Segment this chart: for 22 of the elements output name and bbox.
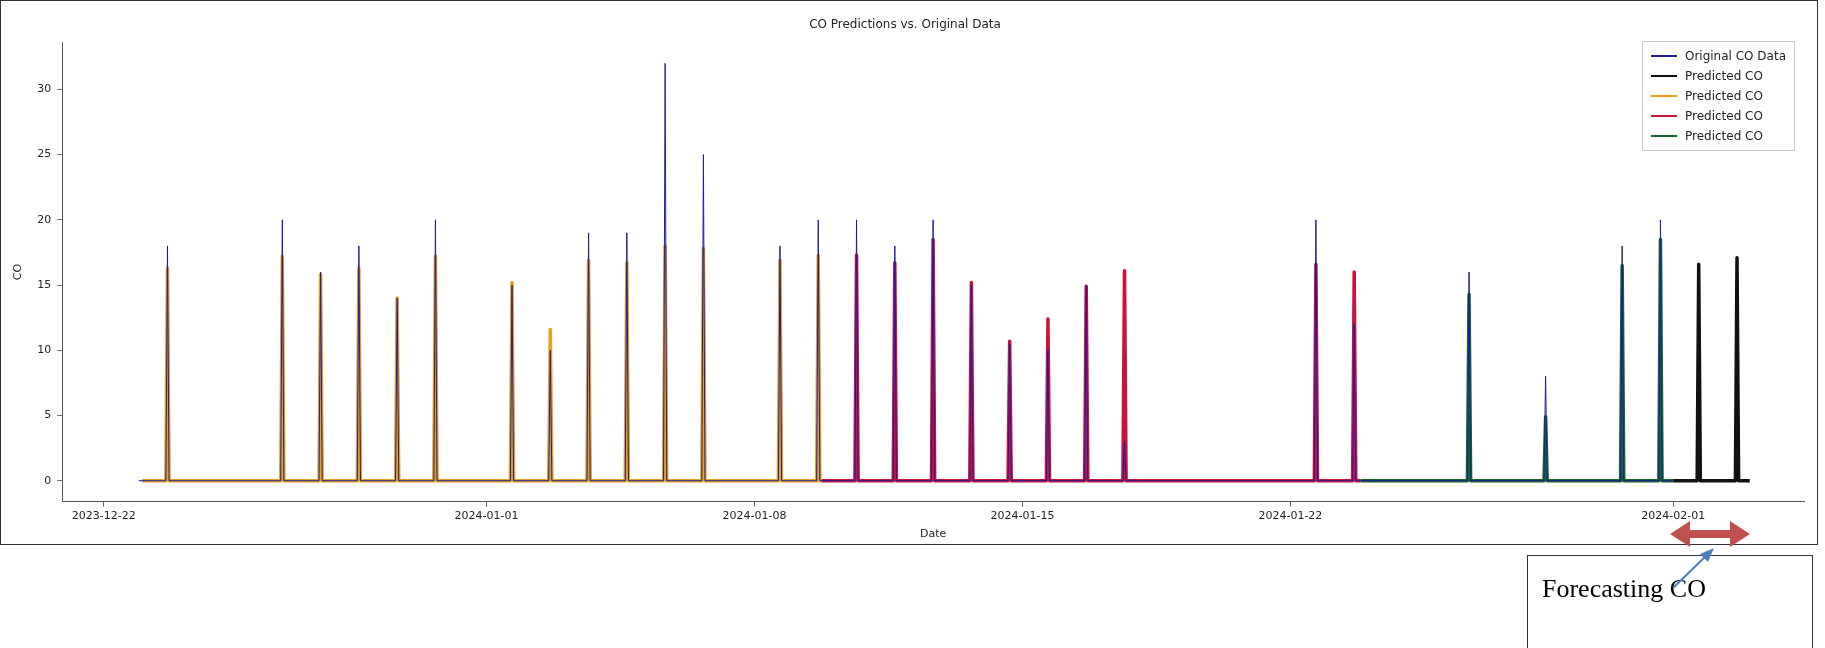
y-tick-label: 15	[37, 277, 52, 291]
y-tick-label: 10	[37, 343, 52, 357]
legend-label: Predicted CO	[1684, 129, 1763, 143]
x-tick-label: 2024-01-01	[454, 509, 519, 523]
x-tick-label: 2024-01-08	[722, 509, 787, 523]
text: Forecasting CO	[1542, 574, 1707, 604]
legend-label: Predicted CO	[1684, 69, 1763, 83]
x-tick-label: 2024-01-15	[990, 509, 1055, 523]
x-tick-label: 2023-12-22	[71, 509, 136, 523]
y-axis-title: CO	[11, 263, 25, 281]
legend-label: Original CO Data	[1684, 49, 1786, 63]
x-tick-label: 2024-02-01	[1641, 509, 1706, 523]
legend-label: Predicted CO	[1684, 109, 1763, 123]
y-tick-label: 20	[37, 212, 52, 226]
x-tick-label: 2024-01-22	[1258, 509, 1323, 523]
x-axis-title: Date	[919, 527, 947, 541]
legend-label: Predicted CO	[1684, 89, 1763, 103]
y-tick-label: 25	[37, 147, 52, 161]
y-tick-label: 5	[44, 408, 52, 422]
y-tick-label: 30	[37, 82, 52, 96]
chart-title: CO Predictions vs. Original Data	[809, 17, 1001, 32]
y-tick-label: 0	[44, 473, 52, 487]
